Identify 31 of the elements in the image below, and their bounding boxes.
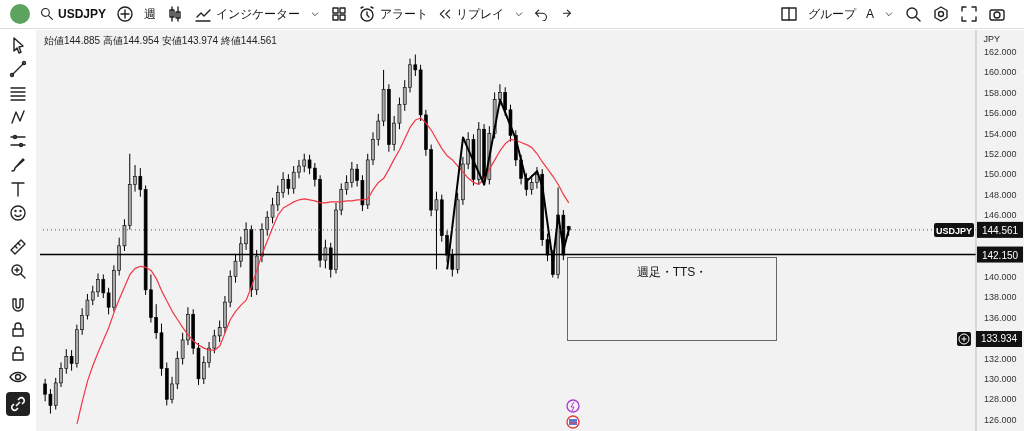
text: リプレイ <box>456 5 505 23</box>
y-tick-label: 152.000 <box>984 148 1017 159</box>
ref-line-label: 144.561 <box>981 224 1019 236</box>
y-tick-label: 156.000 <box>984 108 1017 119</box>
text: インジケーター <box>216 5 301 23</box>
y-tick-label: 126.000 <box>984 414 1017 425</box>
y-tick-label: 136.000 <box>984 312 1017 323</box>
text: グループ <box>807 5 856 23</box>
y-tick-label: 162.000 <box>984 46 1017 57</box>
y-tick-label: 158.000 <box>984 87 1017 98</box>
text: 133.934 <box>976 331 1022 347</box>
y-tick-label: 132.000 <box>984 353 1017 364</box>
annotation: 始値144.885 高値144.954 安値143.974 終値144.561 <box>44 34 277 48</box>
text: USDJPY <box>935 225 973 236</box>
text: アラート <box>380 5 429 23</box>
text: 週足・TTS・ <box>635 264 709 281</box>
text: A <box>865 7 874 21</box>
text: JPY <box>983 34 1000 44</box>
y-tick-label: 146.000 <box>984 210 1017 221</box>
y-tick-label: 160.000 <box>984 67 1017 78</box>
ref-line-label: 142.150 <box>981 249 1019 261</box>
chart-title: USDJPY <box>58 7 107 21</box>
y-tick-label: 148.000 <box>984 189 1017 200</box>
y-tick-label: 138.000 <box>984 292 1017 303</box>
y-tick-label: 130.000 <box>984 374 1017 385</box>
line-series <box>76 117 570 425</box>
y-tick-label: 150.000 <box>984 169 1017 180</box>
y-tick-label: 128.000 <box>984 394 1017 405</box>
text: 週 <box>144 5 157 23</box>
y-tick-label: 140.000 <box>984 271 1017 282</box>
y-tick-label: 154.000 <box>984 128 1017 139</box>
